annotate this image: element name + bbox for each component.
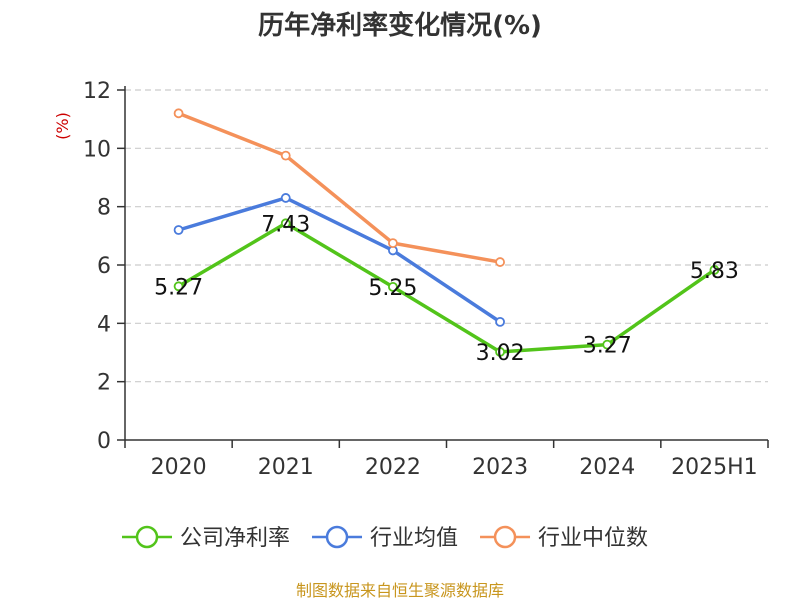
legend-item-2[interactable]: 行业中位数: [480, 525, 648, 551]
series-0: [173, 218, 720, 357]
legend-marker-0: [135, 525, 159, 549]
data-label-5: 5.83: [690, 259, 739, 284]
y-tick-label-10: 10: [83, 137, 111, 162]
y-axis-label: (%): [53, 112, 72, 140]
x-tick-label-2020: 2020: [151, 455, 207, 480]
data-label-0: 5.27: [154, 275, 203, 300]
series-1-point-3[interactable]: [495, 316, 505, 327]
series-0-point-1[interactable]: [280, 218, 291, 229]
x-tick-label-2025H1: 2025H1: [671, 455, 758, 480]
legend[interactable]: 公司净利率 行业均值 行业中位数: [122, 525, 648, 551]
legend-item-0[interactable]: 公司净利率: [122, 525, 290, 551]
series-0-point-0[interactable]: [173, 281, 184, 292]
legend-marker-1: [325, 525, 349, 549]
series-1-point-1[interactable]: [280, 193, 291, 203]
data-label-3: 3.02: [476, 341, 525, 366]
x-tick-label-2022: 2022: [365, 455, 421, 480]
series-line-1: [178, 196, 502, 324]
x-tick-label-2021: 2021: [258, 455, 314, 480]
chart-title: 历年净利率变化情况(%): [258, 10, 542, 41]
series-0-point-2[interactable]: [388, 281, 398, 292]
y-tick-label-8: 8: [97, 196, 111, 221]
series-1: [173, 193, 505, 327]
x-tick-label-2023: 2023: [472, 455, 528, 480]
series-1-point-0[interactable]: [173, 225, 184, 235]
grid-lines: [125, 89, 768, 383]
legend-label-2: 行业中位数: [538, 526, 648, 551]
data-label-2: 5.25: [368, 276, 417, 301]
y-tick-label-12: 12: [83, 79, 111, 104]
series-2-point-2[interactable]: [388, 238, 398, 249]
series-0-point-4[interactable]: [602, 339, 613, 350]
legend-marker-2: [493, 525, 517, 549]
series-0-point-5[interactable]: [709, 265, 720, 275]
y-tick-label-6: 6: [97, 254, 111, 279]
axes: 0 2 4 6 8 10 12 2020 2021 2022 2023 2024 2025H1: [83, 79, 769, 480]
data-label-1: 7.43: [261, 212, 310, 237]
series-0-point-3[interactable]: [495, 347, 505, 357]
y-tick-label-2: 2: [97, 371, 111, 396]
x-tick-label-2024: 2024: [579, 455, 635, 480]
data-label-4: 3.27: [583, 334, 632, 359]
y-tick-label-4: 4: [97, 312, 111, 337]
legend-label-1: 行业均值: [370, 526, 458, 551]
data-labels: 5.27 7.43 5.25 3.02 3.27 5.83: [154, 212, 739, 366]
legend-label-0: 公司净利率: [180, 526, 290, 551]
source-note: 制图数据来自恒生聚源数据库: [296, 581, 504, 600]
y-tick-label-0: 0: [97, 429, 111, 454]
series-group: [173, 108, 720, 357]
series-2-point-3[interactable]: [495, 257, 505, 267]
series-2-point-1[interactable]: [280, 150, 291, 161]
series-line-2: [177, 111, 501, 264]
legend-item-1[interactable]: 行业均值: [312, 525, 458, 551]
series-2-point-0[interactable]: [173, 108, 184, 119]
series-line-0: [177, 221, 716, 354]
series-2: [173, 108, 505, 267]
